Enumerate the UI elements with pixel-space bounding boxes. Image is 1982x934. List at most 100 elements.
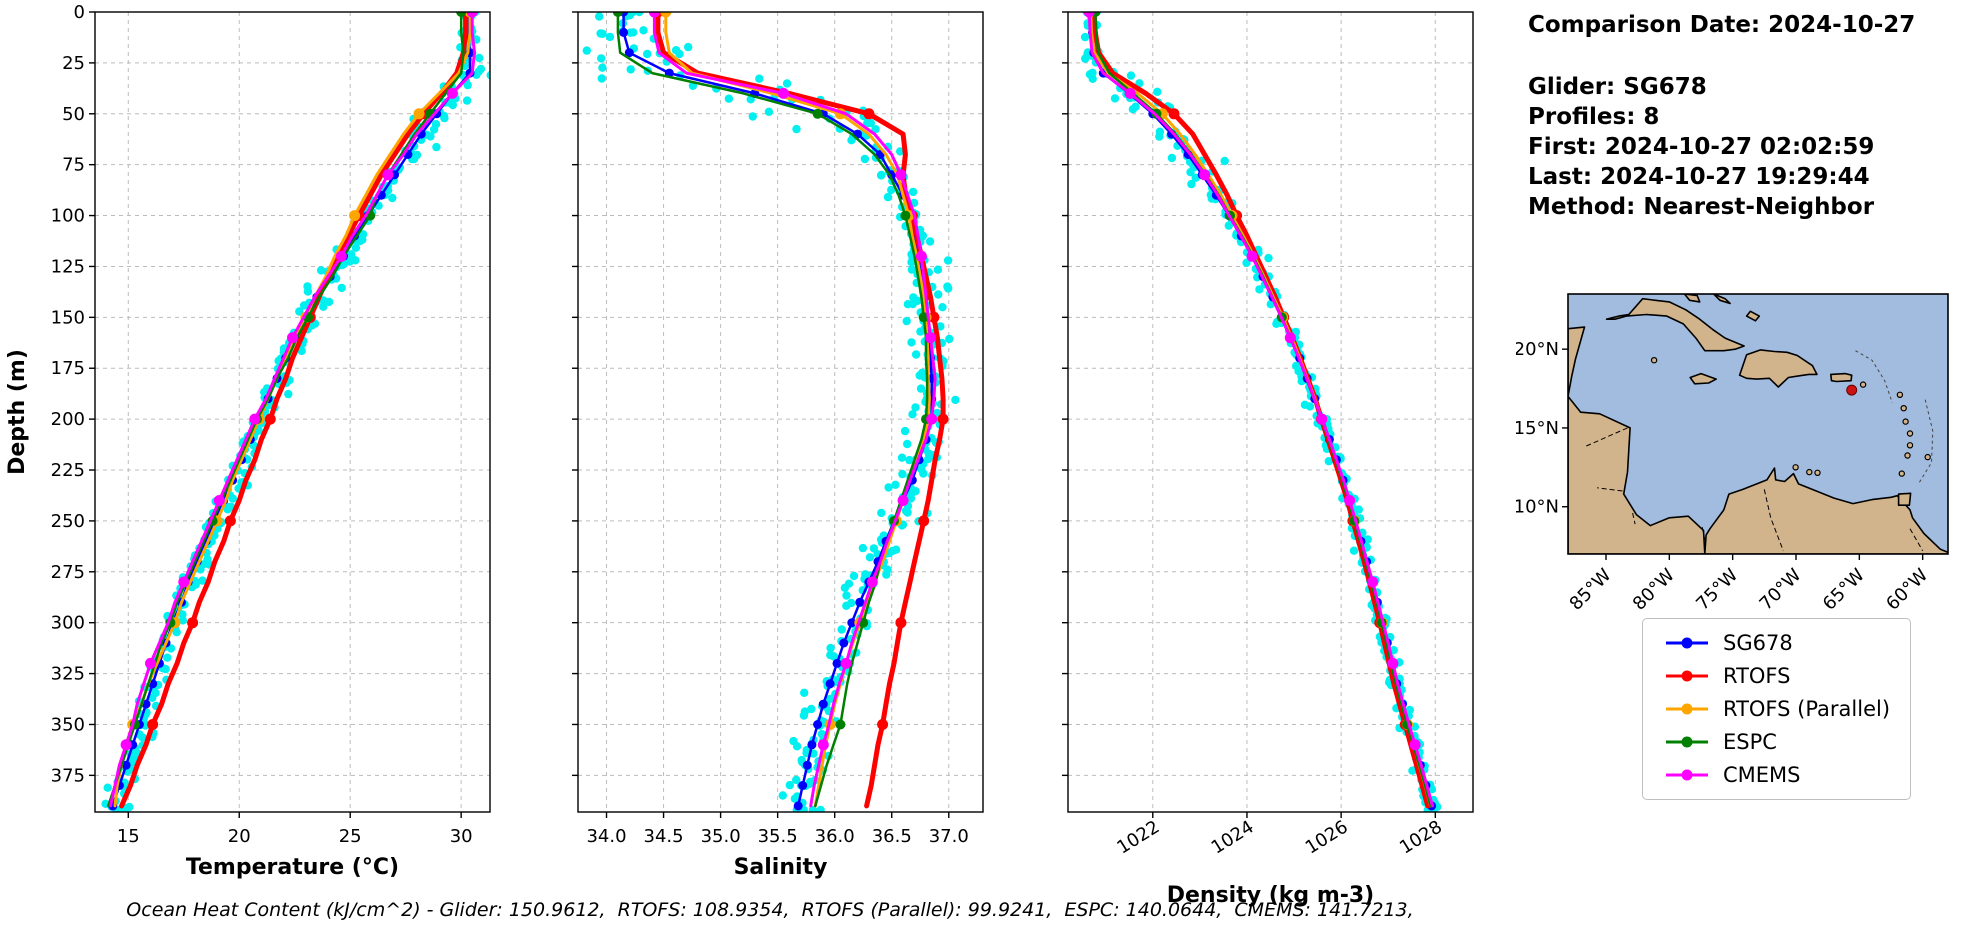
ylabel-depth: Depth (m)	[5, 349, 30, 475]
panel-density: 1022 1024 1026 1028 Density (kg m-3)	[1062, 11, 1474, 908]
map-island	[1806, 468, 1813, 476]
map-border	[1909, 528, 1924, 552]
info-profiles: Profiles: 8	[1528, 104, 1660, 130]
svg-text:50: 50	[62, 104, 85, 125]
map-island	[1900, 404, 1907, 412]
svg-text:35.5: 35.5	[758, 826, 798, 847]
info-first: First: 2024-10-27 02:02:59	[1528, 134, 1875, 160]
map-maritime-boundary	[1918, 399, 1934, 484]
panel-temperature: 15 20 25 30 Temperature (°C) 0 25 50 75 100 125 150…	[51, 2, 491, 880]
legend-label: CMEMS	[1723, 763, 1801, 787]
svg-text:15: 15	[117, 826, 140, 847]
svg-text:150: 150	[51, 307, 85, 328]
svg-text:250: 250	[51, 511, 85, 532]
map-land	[1568, 326, 1706, 554]
map-island	[1650, 356, 1658, 364]
profile-charts: 15 20 25 30 Temperature (°C) 0 25 50 75 100 125 150…	[5, 2, 1474, 908]
svg-text:20: 20	[228, 826, 251, 847]
map-land	[1712, 294, 1731, 305]
legend-entry-RTOFS: RTOFS	[1663, 664, 1890, 688]
svg-text:70°W: 70°W	[1756, 565, 1806, 615]
svg-text:25: 25	[62, 53, 85, 74]
comparison-date: Comparison Date: 2024-10-27	[1528, 12, 1916, 38]
yaxis-temperature: 0 25 50 75 100 125 150 175 200 225 250 275 300 325 350…	[51, 2, 95, 786]
scatter-glider-density	[1080, 12, 1442, 812]
svg-text:225: 225	[51, 460, 85, 481]
svg-text:325: 325	[51, 664, 85, 685]
map-land	[1689, 372, 1717, 385]
legend-entry-SG678: SG678	[1663, 631, 1890, 655]
svg-text:275: 275	[51, 562, 85, 583]
ohc-caption: Ocean Heat Content (kJ/cm^2) - Glider: 1…	[126, 899, 1414, 921]
svg-text:34.0: 34.0	[586, 826, 626, 847]
svg-text:15°N: 15°N	[1516, 418, 1559, 439]
legend-entry-RTOFS-Parallel-: RTOFS (Parallel)	[1663, 697, 1890, 721]
svg-text:34.5: 34.5	[644, 826, 684, 847]
series-CMEMS-density	[1083, 12, 1434, 808]
map-island	[1792, 464, 1799, 471]
map-border	[1597, 487, 1623, 492]
svg-text:35.0: 35.0	[701, 826, 741, 847]
map-land	[1605, 297, 1745, 352]
map-island	[1906, 442, 1914, 449]
svg-text:175: 175	[51, 358, 85, 379]
series-RTOFS-density	[1088, 12, 1431, 809]
legend-label: ESPC	[1723, 730, 1777, 754]
svg-text:80°W: 80°W	[1629, 565, 1679, 615]
series-ESPC-salinity	[612, 12, 931, 808]
panel-salinity: 34.0 34.5 35.0 35.5 36.0 36.5 37.0 Salinity	[572, 11, 984, 880]
map-land	[1704, 467, 1948, 554]
series-RTOFS-Parallel--density	[1085, 12, 1433, 808]
map-land	[1738, 349, 1818, 388]
svg-text:1026: 1026	[1302, 816, 1352, 858]
info-glider: Glider: SG678	[1528, 74, 1707, 100]
info-method: Method: Nearest-Neighbor	[1528, 194, 1875, 220]
series-CMEMS-temperature	[109, 12, 478, 808]
svg-text:125: 125	[51, 256, 85, 277]
frame-salinity	[577, 11, 984, 813]
xaxis-salinity: 34.0 34.5 35.0 35.5 36.0 36.5 37.0 Salinity	[586, 812, 969, 880]
scatter-glider-temperature	[101, 12, 490, 812]
svg-text:30: 30	[450, 826, 473, 847]
grid-salinity	[578, 11, 983, 812]
svg-text:1028: 1028	[1396, 816, 1446, 858]
map-land	[1683, 294, 1701, 303]
yaxis-salinity	[572, 11, 578, 777]
svg-text:375: 375	[51, 765, 85, 786]
legend-entry-ESPC: ESPC	[1663, 730, 1890, 754]
xaxis-temperature: 15 20 25 30 Temperature (°C)	[117, 812, 473, 880]
location-map: 20°N 15°N 10°N 85°W 80°W 75°W 70°W 65°W 60°W	[1516, 293, 1949, 615]
svg-text:1022: 1022	[1113, 816, 1163, 858]
info-panel: Comparison Date: 2024-10-27 Glider: SG67…	[1528, 10, 1915, 222]
legend: SG678 RTOFS RTOFS (Parallel) ESPC CMEMS	[1642, 618, 1912, 800]
yaxis-density	[1062, 11, 1068, 777]
svg-text:1024: 1024	[1208, 816, 1258, 858]
legend-label: SG678	[1723, 631, 1793, 655]
svg-text:36.0: 36.0	[815, 826, 855, 847]
map-island	[1902, 418, 1909, 425]
xlabel-density: Density (kg m-3)	[1167, 883, 1375, 908]
svg-text:65°W: 65°W	[1819, 565, 1869, 615]
legend-line-marker-icon	[1666, 670, 1708, 682]
svg-text:25: 25	[339, 826, 362, 847]
svg-text:36.5: 36.5	[872, 826, 912, 847]
info-last: Last: 2024-10-27 19:29:44	[1528, 164, 1870, 190]
legend-line-marker-icon	[1666, 637, 1708, 649]
map-border	[1763, 489, 1784, 551]
svg-text:10°N: 10°N	[1516, 497, 1559, 518]
xlabel-temperature: Temperature (°C)	[186, 855, 399, 880]
map-glider-marker	[1846, 384, 1858, 396]
svg-text:0: 0	[74, 2, 85, 23]
map-frame	[1567, 293, 1949, 555]
legend-line-marker-icon	[1666, 736, 1708, 748]
legend-line-marker-icon	[1666, 769, 1708, 781]
map-island	[1814, 469, 1821, 476]
map-island	[1904, 452, 1911, 459]
map-island	[1924, 453, 1931, 461]
legend-line-marker-icon	[1666, 703, 1708, 715]
svg-text:75: 75	[62, 155, 85, 176]
legend-label: RTOFS	[1723, 664, 1791, 688]
svg-text:20°N: 20°N	[1516, 339, 1559, 360]
svg-text:100: 100	[51, 206, 85, 227]
